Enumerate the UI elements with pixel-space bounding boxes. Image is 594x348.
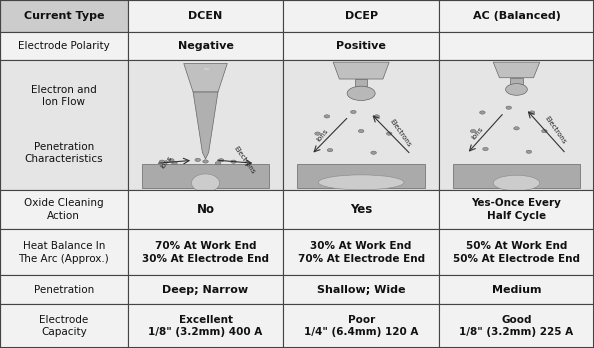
Circle shape xyxy=(529,111,535,114)
Bar xyxy=(128,32,283,60)
Polygon shape xyxy=(493,62,540,78)
Bar xyxy=(283,0,439,32)
Ellipse shape xyxy=(318,175,404,190)
Circle shape xyxy=(526,150,532,153)
Bar xyxy=(283,32,439,60)
Text: Ions: Ions xyxy=(471,126,485,141)
Circle shape xyxy=(324,115,330,118)
Circle shape xyxy=(315,132,320,135)
Bar xyxy=(439,60,594,190)
Ellipse shape xyxy=(347,86,375,101)
Bar xyxy=(128,0,283,32)
Text: DCEN: DCEN xyxy=(188,11,223,21)
Bar xyxy=(0,0,128,32)
Polygon shape xyxy=(333,62,389,79)
Bar xyxy=(0,229,128,276)
Bar xyxy=(439,0,594,32)
Bar xyxy=(283,60,439,190)
Circle shape xyxy=(470,129,476,133)
Text: Yes: Yes xyxy=(350,203,372,216)
Circle shape xyxy=(386,132,392,135)
Text: Good
1/8" (3.2mm) 225 A: Good 1/8" (3.2mm) 225 A xyxy=(459,315,574,337)
Ellipse shape xyxy=(505,84,527,95)
Bar xyxy=(439,276,594,304)
Circle shape xyxy=(218,159,224,162)
Bar xyxy=(128,276,283,304)
Text: Medium: Medium xyxy=(492,285,541,295)
Circle shape xyxy=(479,111,485,114)
Text: Poor
1/4" (6.4mm) 120 A: Poor 1/4" (6.4mm) 120 A xyxy=(304,315,418,337)
Bar xyxy=(510,78,523,84)
Text: Electrode Polarity: Electrode Polarity xyxy=(18,41,110,51)
Bar xyxy=(283,276,439,304)
Text: No: No xyxy=(197,203,214,216)
Text: Electrons: Electrons xyxy=(233,145,256,175)
Text: Penetration
Characteristics: Penetration Characteristics xyxy=(24,142,103,164)
Polygon shape xyxy=(184,63,228,92)
Text: Ions: Ions xyxy=(160,155,173,169)
Circle shape xyxy=(506,106,511,109)
Text: Penetration: Penetration xyxy=(34,285,94,295)
Circle shape xyxy=(230,160,236,163)
Bar xyxy=(283,304,439,348)
Text: Electron and
Ion Flow: Electron and Ion Flow xyxy=(31,85,97,107)
Circle shape xyxy=(203,160,208,163)
Text: Deep; Narrow: Deep; Narrow xyxy=(163,285,248,295)
Bar xyxy=(0,60,128,190)
Bar xyxy=(128,304,283,348)
Bar xyxy=(355,79,367,86)
Bar xyxy=(439,304,594,348)
Circle shape xyxy=(215,161,221,165)
Text: ~: ~ xyxy=(202,65,209,74)
Text: Electrons: Electrons xyxy=(544,115,567,145)
Bar xyxy=(0,190,128,229)
Text: Electrode
Capacity: Electrode Capacity xyxy=(39,315,89,337)
Circle shape xyxy=(169,159,174,162)
Text: Positive: Positive xyxy=(336,41,386,51)
Bar xyxy=(128,190,283,229)
Circle shape xyxy=(350,110,356,113)
Circle shape xyxy=(542,129,547,133)
Text: Current Type: Current Type xyxy=(24,11,104,21)
Circle shape xyxy=(358,129,364,133)
Circle shape xyxy=(195,158,201,161)
Circle shape xyxy=(483,147,488,151)
Circle shape xyxy=(514,127,519,130)
Bar xyxy=(0,276,128,304)
Circle shape xyxy=(371,151,377,155)
Bar xyxy=(439,32,594,60)
Bar xyxy=(283,190,439,229)
Circle shape xyxy=(374,115,380,118)
Polygon shape xyxy=(193,92,218,159)
Text: Negative: Negative xyxy=(178,41,233,51)
Circle shape xyxy=(327,149,333,152)
Ellipse shape xyxy=(191,174,220,192)
Text: 70% At Work End
30% At Electrode End: 70% At Work End 30% At Electrode End xyxy=(142,241,269,263)
Bar xyxy=(298,164,425,188)
Ellipse shape xyxy=(493,175,540,191)
Text: Electrons: Electrons xyxy=(388,118,412,148)
Text: Yes-Once Every
Half Cycle: Yes-Once Every Half Cycle xyxy=(472,198,561,221)
Text: Heat Balance In
The Arc (Approx.): Heat Balance In The Arc (Approx.) xyxy=(18,241,109,263)
Bar xyxy=(453,164,580,188)
Bar xyxy=(0,32,128,60)
Bar xyxy=(128,229,283,276)
Text: Oxide Cleaning
Action: Oxide Cleaning Action xyxy=(24,198,104,221)
Text: Excellent
1/8" (3.2mm) 400 A: Excellent 1/8" (3.2mm) 400 A xyxy=(148,315,263,337)
Text: DCEP: DCEP xyxy=(345,11,378,21)
Text: Ions: Ions xyxy=(315,128,329,143)
Circle shape xyxy=(159,160,165,163)
Text: 30% At Work End
70% At Electrode End: 30% At Work End 70% At Electrode End xyxy=(298,241,425,263)
Circle shape xyxy=(172,161,177,165)
Bar xyxy=(283,229,439,276)
Text: AC (Balanced): AC (Balanced) xyxy=(473,11,560,21)
Bar xyxy=(142,164,269,188)
Bar xyxy=(439,229,594,276)
Text: 50% At Work End
50% At Electrode End: 50% At Work End 50% At Electrode End xyxy=(453,241,580,263)
Bar xyxy=(439,190,594,229)
Text: Shallow; Wide: Shallow; Wide xyxy=(317,285,405,295)
Bar xyxy=(128,60,283,190)
Bar xyxy=(0,304,128,348)
